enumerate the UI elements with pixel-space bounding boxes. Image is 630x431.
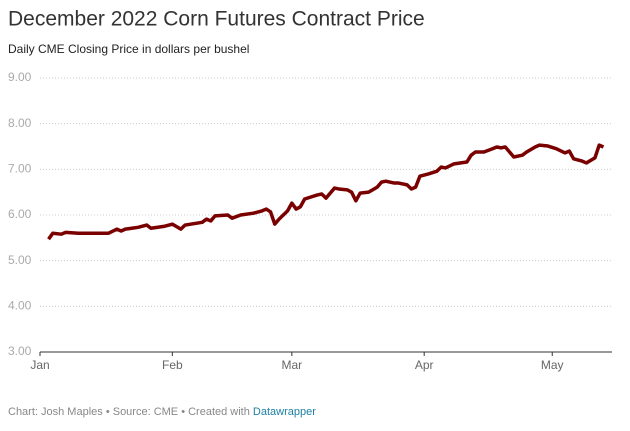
y-tick-label: 8.00 xyxy=(8,116,32,130)
chart-subtitle: Daily CME Closing Price in dollars per b… xyxy=(8,42,249,56)
footer-text: Chart: Josh Maples • Source: CME • Creat… xyxy=(8,406,250,418)
y-tick-label: 9.00 xyxy=(8,70,32,84)
footer-link[interactable]: Datawrapper xyxy=(253,406,316,418)
line-series xyxy=(47,143,605,241)
y-tick-label: 4.00 xyxy=(8,299,32,313)
y-tick-label: 5.00 xyxy=(8,253,32,267)
x-tick-label: Mar xyxy=(282,358,303,372)
x-tick-label: Feb xyxy=(162,358,183,372)
x-tick-label: May xyxy=(541,358,564,372)
y-tick-label: 7.00 xyxy=(8,162,32,176)
x-tick-label: Apr xyxy=(415,358,434,372)
x-tick-label: Jan xyxy=(30,358,49,372)
y-tick-label: 6.00 xyxy=(8,207,32,221)
footer: Chart: Josh Maples • Source: CME • Creat… xyxy=(8,406,316,418)
y-tick-label: 3.00 xyxy=(8,344,32,358)
chart-title: December 2022 Corn Futures Contract Pric… xyxy=(8,8,425,31)
